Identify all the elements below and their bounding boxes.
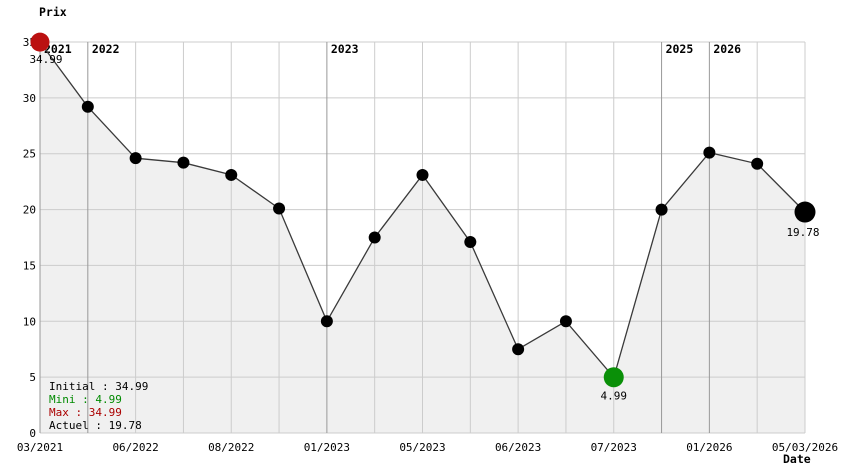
- data-point-4: [225, 168, 238, 181]
- data-point-3: [177, 156, 190, 169]
- y-tick-30: 30: [23, 92, 36, 105]
- year-label-2026: 2026: [713, 42, 741, 56]
- x-tick-05/2023: 05/2023: [399, 441, 445, 454]
- summary-min: Mini : 4.99: [49, 393, 122, 406]
- data-point-11: [559, 315, 572, 328]
- point-label-current: 19.78: [786, 226, 819, 239]
- year-label-2022: 2022: [92, 42, 120, 56]
- data-point-10: [512, 343, 525, 356]
- x-axis-title: Date: [783, 452, 811, 466]
- year-label-2021: 2021: [44, 42, 72, 56]
- x-tick-01/2026: 01/2026: [686, 441, 732, 454]
- data-point-1: [81, 100, 94, 113]
- x-tick-05/03/2026: 05/03/2026: [772, 441, 838, 454]
- data-point-14: [703, 146, 716, 159]
- data-point-initial: [30, 32, 50, 52]
- x-tick-06/2023: 06/2023: [495, 441, 541, 454]
- point-label-initial: 34.99: [29, 53, 62, 66]
- y-tick-0: 0: [29, 427, 36, 440]
- data-point-2: [129, 152, 142, 165]
- point-label-minimum: 4.99: [601, 389, 628, 402]
- year-label-2025: 2025: [666, 42, 694, 56]
- data-point-6: [320, 315, 333, 328]
- summary-max: Max : 34.99: [49, 406, 122, 419]
- y-tick-25: 25: [23, 148, 36, 161]
- x-tick-01/2023: 01/2023: [304, 441, 350, 454]
- y-tick-10: 10: [23, 315, 36, 328]
- x-tick-07/2023: 07/2023: [591, 441, 637, 454]
- price-summary: Initial : 34.99 Mini : 4.99 Max : 34.99 Act…: [49, 380, 148, 432]
- year-label-2023: 2023: [331, 42, 359, 56]
- data-point-13: [655, 203, 668, 216]
- y-axis-title: Prix: [39, 5, 67, 19]
- x-tick-06/2022: 06/2022: [112, 441, 158, 454]
- data-point-15: [751, 157, 764, 170]
- data-point-5: [273, 202, 286, 215]
- summary-initial: Initial : 34.99: [49, 380, 149, 393]
- y-tick-5: 5: [29, 371, 36, 384]
- data-point-9: [464, 235, 477, 248]
- summary-current: Actuel : 19.78: [49, 419, 142, 432]
- x-tick-03/2021: 03/2021: [17, 441, 63, 454]
- x-tick-08/2022: 08/2022: [208, 441, 254, 454]
- y-tick-15: 15: [23, 259, 36, 272]
- y-tick-20: 20: [23, 204, 36, 217]
- data-point-8: [416, 168, 429, 181]
- data-point-minimum: [603, 367, 624, 388]
- data-point-7: [368, 231, 381, 244]
- data-point-current: [794, 201, 816, 223]
